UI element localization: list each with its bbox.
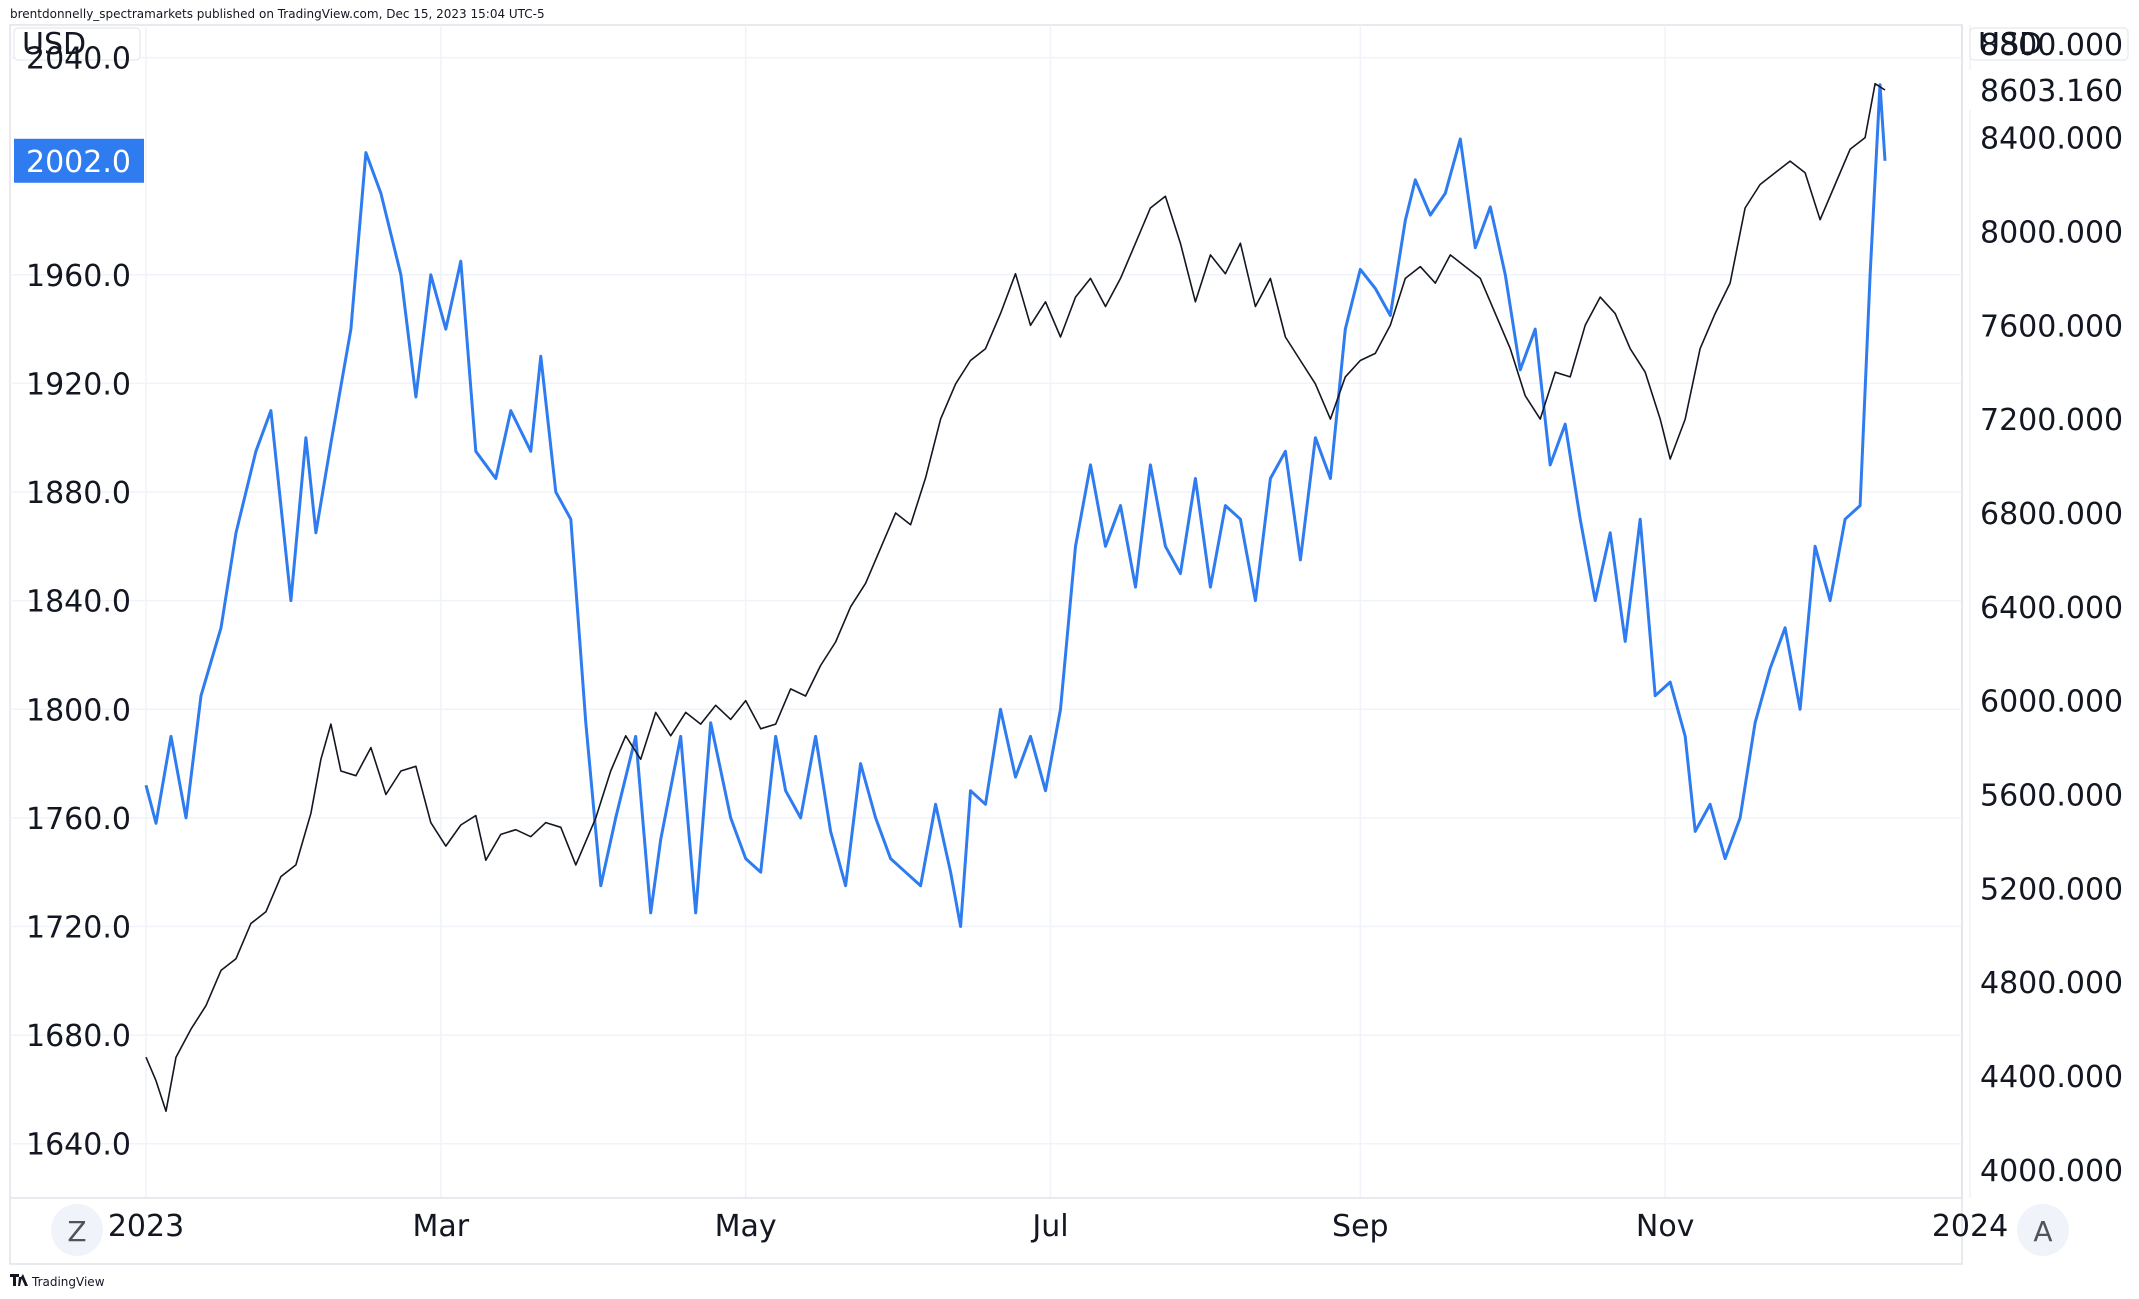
right-tick-label: 5600.000 <box>1980 778 2123 813</box>
time-tick-label: 2023 <box>108 1209 184 1244</box>
gridlines <box>10 25 1971 1198</box>
right-tick-label: 7200.000 <box>1980 403 2123 438</box>
publisher-text: brentdonnelly_spectramarkets published o… <box>10 7 545 21</box>
left-tick-label: 1960.0 <box>26 259 131 294</box>
left-tick-label: 1680.0 <box>26 1019 131 1054</box>
right-tick-label: 6000.000 <box>1980 685 2123 720</box>
right-tick-label: 6800.000 <box>1980 497 2123 532</box>
left-tick-label: 1640.0 <box>26 1128 131 1163</box>
left-unit-label: USD <box>22 27 86 62</box>
time-tick-label: 2024 <box>1932 1209 2008 1244</box>
time-tick-label: Jul <box>1030 1209 1068 1244</box>
right-tick-label: 4400.000 <box>1980 1060 2123 1095</box>
right-tick-label: 8000.000 <box>1980 215 2123 250</box>
tradingview-logo-icon <box>10 1274 28 1286</box>
left-unit-box <box>13 27 141 61</box>
right-tick-label: 5200.000 <box>1980 872 2123 907</box>
brand-text: TradingView <box>31 1275 105 1289</box>
left-tick-label: 1880.0 <box>26 476 131 511</box>
right-last-value-badge <box>1966 69 2134 110</box>
last-value-badges: 2002.0 8603.160 <box>14 69 2134 183</box>
tradingview-brand[interactable]: TradingView <box>10 1274 105 1289</box>
time-tick-label: Sep <box>1332 1209 1389 1244</box>
right-last-value-text: 8603.160 <box>1980 74 2123 109</box>
right-tick-label: 8400.000 <box>1980 122 2123 157</box>
right-tick-label: 7600.000 <box>1980 309 2123 344</box>
left-last-value-text: 2002.0 <box>26 145 131 180</box>
time-tick-label: May <box>715 1209 777 1244</box>
series-layer <box>144 82 1887 1112</box>
series-line-right-axis <box>145 82 1886 1112</box>
left-tick-label: 2040.0 <box>26 42 131 77</box>
left-axis-ticks: 2040.0 1960.0 1920.0 1880.0 1840.0 1800.0 1760… <box>26 42 131 1163</box>
left-tick-label: 1920.0 <box>26 367 131 402</box>
right-tick-label: 4800.000 <box>1980 966 2123 1001</box>
right-tick-label: 6400.000 <box>1980 591 2123 626</box>
time-tick-label: Nov <box>1636 1209 1695 1244</box>
left-tick-label: 1720.0 <box>26 910 131 945</box>
right-tick-label: 8800.000 <box>1980 28 2123 63</box>
left-tick-label: 1840.0 <box>26 585 131 620</box>
right-axis-ticks: 8800.000 8400.000 8000.000 7600.000 7200.000… <box>1980 28 2123 1189</box>
series-line-left-axis <box>144 83 1887 928</box>
time-tick-label: Mar <box>413 1209 470 1244</box>
right-scale-button-label: A <box>2033 1215 2052 1248</box>
left-tick-label: 1800.0 <box>26 693 131 728</box>
left-last-value-badge <box>14 138 144 183</box>
right-scale-button[interactable]: A <box>2017 1204 2069 1256</box>
right-unit-box <box>1969 27 2129 61</box>
left-scale-button-label: Z <box>67 1215 86 1248</box>
time-axis-ticks: 2023 Mar May Jul Sep Nov 2024 <box>108 1209 2008 1244</box>
left-scale-button[interactable]: Z <box>51 1204 103 1256</box>
left-tick-label: 1760.0 <box>26 802 131 837</box>
right-tick-label: 4000.000 <box>1980 1154 2123 1189</box>
right-unit-label: USD <box>1978 27 2042 62</box>
